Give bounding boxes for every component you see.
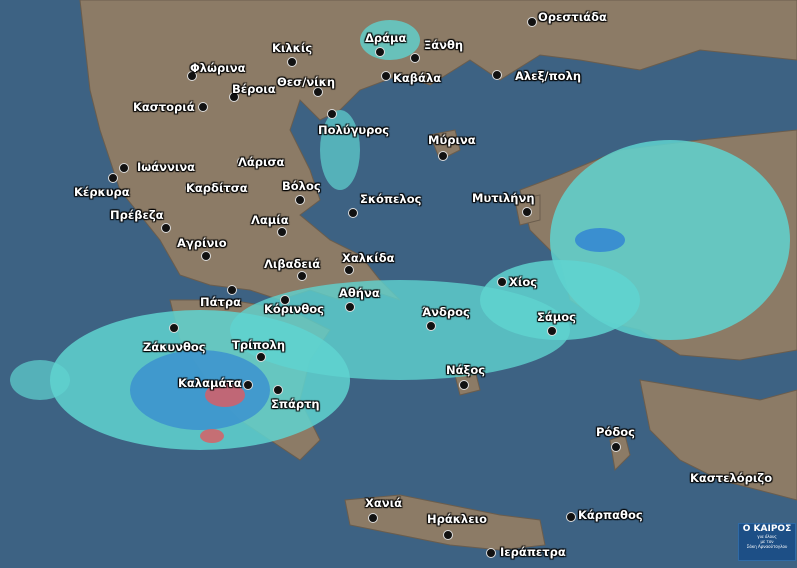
city-dot bbox=[443, 530, 453, 540]
city-label: Βόλος bbox=[282, 179, 321, 193]
city-label: Ορεστιάδα bbox=[538, 10, 607, 24]
city-dot bbox=[237, 157, 247, 167]
city-dot bbox=[348, 208, 358, 218]
city-dot bbox=[169, 323, 179, 333]
city-label: Χανιά bbox=[365, 496, 402, 510]
city-label: Σπάρτη bbox=[271, 397, 320, 411]
city-label: Ξάνθη bbox=[424, 38, 464, 52]
city-dot bbox=[459, 380, 469, 390]
city-label: Αλεξ/πολη bbox=[515, 69, 582, 83]
city-dot bbox=[273, 385, 283, 395]
city-label: Θεσ/νίκη bbox=[277, 75, 336, 89]
city-dot bbox=[547, 326, 557, 336]
city-label: Καστελόριζο bbox=[690, 471, 773, 485]
city-dot bbox=[368, 513, 378, 523]
city-label: Τρίπολη bbox=[232, 338, 286, 352]
city-label: Καβάλα bbox=[393, 71, 442, 85]
city-dot bbox=[566, 512, 576, 522]
city-label: Ηράκλειο bbox=[427, 512, 487, 526]
city-label: Ζάκυνθος bbox=[143, 340, 206, 354]
city-label: Κάρπαθος bbox=[578, 508, 643, 522]
city-label: Κέρκυρα bbox=[74, 185, 130, 199]
city-dot bbox=[522, 207, 532, 217]
city-dot bbox=[227, 285, 237, 295]
city-label: Νάξος bbox=[446, 363, 486, 377]
city-dot bbox=[344, 265, 354, 275]
city-dot bbox=[277, 227, 287, 237]
logo-line: Σάκη Αρναούτογλου bbox=[746, 544, 788, 549]
channel-logo: Ο ΚΑΙΡΟΣ για όλους με τον Σάκη Αρναούτογ… bbox=[738, 523, 796, 561]
city-label: Αθήνα bbox=[339, 286, 380, 300]
city-dot bbox=[161, 223, 171, 233]
city-label: Δράμα bbox=[365, 31, 407, 45]
city-dot bbox=[108, 173, 118, 183]
city-label: Χαλκίδα bbox=[342, 251, 395, 265]
city-label: Σάμος bbox=[537, 310, 576, 324]
city-dot bbox=[527, 17, 537, 27]
city-dot bbox=[229, 92, 239, 102]
city-label: Αγρίνιο bbox=[177, 236, 227, 250]
city-dot bbox=[280, 295, 290, 305]
city-label: Λιβαδειά bbox=[264, 257, 321, 271]
city-dot bbox=[492, 70, 502, 80]
city-dot bbox=[119, 163, 129, 173]
city-label: Κόρινθος bbox=[264, 302, 324, 316]
city-dot bbox=[201, 251, 211, 261]
city-label: Καλαμάτα bbox=[178, 376, 242, 390]
city-dot bbox=[438, 151, 448, 161]
city-label: Καστοριά bbox=[133, 100, 195, 114]
city-label: Πάτρα bbox=[200, 295, 241, 309]
city-dot bbox=[611, 442, 621, 452]
city-label: Κιλκίς bbox=[272, 41, 313, 55]
city-dot bbox=[497, 277, 507, 287]
city-dot bbox=[295, 195, 305, 205]
city-label: Μυτιλήνη bbox=[472, 191, 535, 205]
city-dot bbox=[198, 102, 208, 112]
city-label: Άνδρος bbox=[422, 305, 470, 319]
city-dot bbox=[185, 183, 195, 193]
logo-line: με τον bbox=[760, 539, 774, 544]
city-dot bbox=[345, 302, 355, 312]
city-label: Φλώρινα bbox=[190, 61, 246, 75]
city-dot bbox=[410, 53, 420, 63]
city-label: Λάρισα bbox=[238, 155, 285, 169]
city-label: Καρδίτσα bbox=[186, 181, 248, 195]
city-label: Χίος bbox=[509, 275, 538, 289]
city-dot bbox=[327, 109, 337, 119]
city-label: Λαμία bbox=[251, 213, 289, 227]
city-dot bbox=[243, 380, 253, 390]
city-label: Πρέβεζα bbox=[110, 208, 164, 222]
city-label: Πολύγυρος bbox=[318, 123, 390, 137]
city-label: Μύρινα bbox=[428, 133, 476, 147]
city-dot bbox=[297, 271, 307, 281]
city-dot bbox=[313, 87, 323, 97]
logo-line: για όλους bbox=[757, 534, 777, 539]
city-dot bbox=[375, 47, 385, 57]
city-dot bbox=[187, 71, 197, 81]
precipitation bbox=[10, 20, 790, 450]
city-label: Ρόδος bbox=[596, 425, 635, 439]
city-dot bbox=[256, 352, 266, 362]
city-label: Ιωάννινα bbox=[137, 160, 196, 174]
city-label: Σκόπελος bbox=[360, 192, 422, 206]
city-dot bbox=[426, 321, 436, 331]
city-dot bbox=[287, 57, 297, 67]
city-dot bbox=[486, 548, 496, 558]
city-dot bbox=[381, 71, 391, 81]
logo-title: Ο ΚΑΙΡΟΣ bbox=[742, 524, 792, 534]
city-label: Ιεράπετρα bbox=[500, 545, 566, 559]
city-label: Βέροια bbox=[232, 82, 276, 96]
